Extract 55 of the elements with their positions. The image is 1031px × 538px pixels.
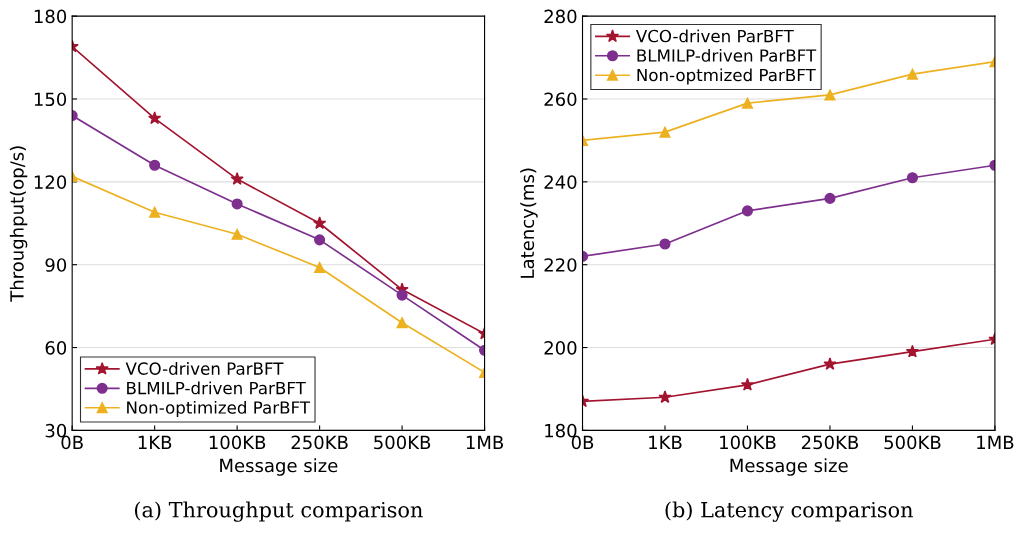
point (906, 68, 918, 80)
point (659, 126, 671, 138)
legend-label: VCO-driven ParBFT (635, 29, 794, 43)
x-tick-label: 500KB (374, 435, 431, 450)
point (148, 111, 162, 125)
text: (a) Throughput comparison (135, 501, 423, 522)
y-axis-title: Throughput(op/s) (9, 146, 28, 302)
point (823, 357, 837, 370)
y-tick-label: 240 (544, 175, 577, 189)
x-tick-label: 100KB (720, 435, 776, 450)
point (659, 238, 671, 250)
y-tick-label: 120 (34, 175, 67, 189)
y-tick-label: 200 (544, 341, 577, 355)
x-axis-title: Message size (730, 458, 848, 476)
point (231, 198, 243, 210)
y-axis-title: Latency(ms) (520, 168, 538, 278)
point (231, 228, 243, 240)
point (396, 317, 408, 329)
point (658, 390, 672, 404)
x-tick-label: 100KB (209, 435, 266, 450)
point (741, 97, 754, 109)
point (741, 205, 754, 217)
legend-label: VCO-driven ParBFT (125, 362, 284, 375)
point (396, 289, 408, 301)
legend-label: BLMILP-driven ParBFT (637, 48, 817, 62)
x-tick-label: 250KB (291, 435, 348, 450)
point (149, 206, 161, 218)
point (824, 192, 836, 204)
x-tick-label: 250KB (801, 435, 859, 450)
text: (b) Latency comparison (665, 501, 913, 522)
x-axis-title: Message size (220, 458, 338, 476)
x-tick-label: 1KB (138, 435, 172, 449)
point (230, 172, 244, 185)
point (149, 159, 161, 171)
point (824, 89, 836, 101)
legend-label: Non-optmized ParBFT (637, 68, 816, 85)
y-tick-label: 180 (34, 9, 67, 24)
y-tick-label: 260 (544, 92, 577, 107)
x-tick-label: 500KB (884, 435, 941, 450)
point (314, 261, 326, 274)
point (312, 216, 327, 230)
legend-label: BLMILP-driven ParBFT (127, 381, 306, 395)
y-tick-label: 60 (45, 341, 67, 355)
point (905, 344, 920, 358)
y-tick-label: 280 (544, 9, 577, 24)
legend-label: Non-optimized ParBFT (127, 400, 311, 418)
x-tick-label: 1MB (977, 435, 1014, 449)
x-tick-label: 1MB (466, 435, 504, 449)
point (906, 172, 918, 184)
point (314, 234, 326, 246)
x-tick-label: 1KB (649, 435, 682, 449)
y-tick-label: 150 (34, 92, 67, 107)
y-tick-label: 90 (45, 258, 67, 272)
point (740, 377, 755, 391)
y-tick-label: 220 (544, 258, 577, 272)
